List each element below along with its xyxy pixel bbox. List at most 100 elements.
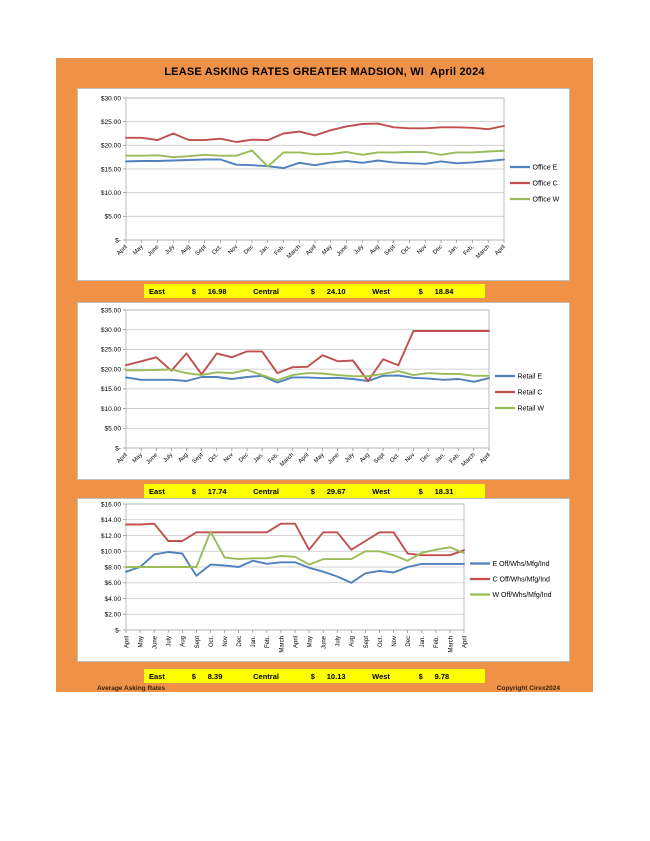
x-tick-label: April [494,244,507,257]
x-tick-label: Aug [350,636,356,647]
x-tick-label: Jan. [258,244,270,256]
x-tick-label: July [167,636,173,647]
industrial-rates-chart: $- $2.00 $4.00 $6.00 $8.00 $10.00 $12.00 $14.00… [77,498,570,662]
legend-label: Office C [533,180,558,187]
east-value: $16.98 [191,286,227,296]
y-tick-label: $35.00 [101,307,122,314]
series-line-retail-c [125,330,490,382]
x-tick-label: July [336,636,342,647]
central-label: Central [253,671,279,681]
footer-left-text: Average Asking Rates [97,685,166,692]
x-tick-label: Sept [195,244,208,257]
y-tick-label: $14.00 [101,517,122,524]
x-tick-label: Nov [405,452,417,464]
panel-footer: Average Asking Rates Copyright Cirex2024 [56,685,593,692]
x-tick-label: Jan. [420,636,426,648]
y-tick-label: $12.00 [101,533,122,540]
retail-summary-bar: East $17.74 Central $29.67 West $18.31 [144,484,485,498]
legend-label: W Off/Whs/Mfg/Ind [493,592,552,599]
x-tick-label: Sept [195,636,201,649]
currency-sign: $ [191,286,196,296]
x-tick-label: Dec [432,244,444,256]
legend-label: Office W [533,196,560,203]
x-tick-label: May [132,452,144,464]
x-tick-label: March [475,244,491,260]
x-tick-label: Nov [392,636,398,647]
report-title: LEASE ASKING RATES GREATER MADSION, WI A… [164,66,485,78]
series-line-w-off-whs-mfg-ind [125,530,465,568]
x-tick-label: July [344,452,356,464]
y-tick-label: $10.00 [101,190,122,197]
industrial-summary-bar: East $8.39 Central $10.13 West $9.78 [144,669,485,683]
west-value: $18.31 [418,486,454,496]
y-tick-label: $6.00 [104,580,121,587]
x-tick-label: Aug [369,244,381,256]
x-tick-label: April [124,636,130,648]
x-tick-label: Nov [227,244,239,256]
y-tick-label: $- [115,237,121,244]
x-tick-label: Jan. [251,636,257,648]
x-tick-label: Dec [406,636,412,647]
y-tick-label: $16.00 [101,501,122,508]
x-tick-label: Oct. [400,244,412,256]
series-line-retail-w [125,368,490,382]
x-tick-label: Feb. [463,244,476,257]
series-line-office-w [125,149,505,168]
office-rates-chart: $- $5.00 $10.00 $15.00 $20.00 $25.00 $30.00 Apr… [77,88,570,281]
currency-sign: $ [418,671,423,681]
x-tick-label: Dec [237,636,243,647]
currency-sign: $ [310,486,315,496]
y-tick-label: $30.00 [101,327,122,334]
legend-label: C Off/Whs/Mfg/Ind [493,576,551,583]
y-tick-label: $5.00 [104,214,121,221]
x-tick-label: May [321,244,333,256]
west-label: West [372,486,390,496]
x-tick-label: June [146,452,160,466]
y-tick-label: $15.00 [101,166,122,173]
east-label: East [149,486,165,496]
central-value: $29.67 [310,486,346,496]
x-tick-label: April [462,636,468,648]
east-value: $8.39 [191,671,223,681]
x-tick-label: April [293,636,299,648]
x-tick-label: May [132,244,144,256]
retail-rates-chart-svg: $- $5.00 $10.00 $15.00 $20.00 $25.00 $30.00 $35… [101,307,545,468]
x-tick-label: Feb. [274,244,287,257]
x-tick-label: April [116,452,129,465]
currency-sign: $ [310,286,315,296]
y-tick-label: $- [115,445,121,452]
x-tick-label: Jan. [447,244,459,256]
x-tick-label: Nov [416,244,428,256]
west-value: $9.78 [418,671,450,681]
office-rates-chart-svg: $- $5.00 $10.00 $15.00 $20.00 $25.00 $30.00 Apr… [101,95,560,260]
y-tick-label: $5.00 [104,426,121,433]
x-tick-label: Oct. [389,452,401,464]
x-tick-label: April [479,452,492,465]
x-tick-label: March [286,244,302,260]
x-tick-label: Feb. [434,636,440,648]
legend-label: Retail C [518,389,543,396]
x-tick-label: June [327,452,341,466]
x-tick-label: Jan. [434,452,446,464]
x-tick-label: Nov [223,452,235,464]
office-summary-bar: East $16.98 Central $24.10 West $18.84 [144,284,485,298]
x-tick-label: Feb. [265,636,271,648]
y-tick-label: $2.00 [104,612,121,619]
central-value: $10.13 [310,671,346,681]
y-tick-label: $25.00 [101,119,122,126]
x-tick-label: April [305,244,318,257]
x-tick-label: Dec [243,244,255,256]
x-tick-label: Sept [364,636,370,649]
x-tick-label: Feb. [267,452,280,465]
y-tick-label: $10.00 [101,549,122,556]
x-tick-label: Oct. [211,244,223,256]
x-tick-label: Aug [359,452,371,464]
series-line-c-off-whs-mfg-ind [125,522,465,557]
series-line-retail-e [125,374,490,384]
x-tick-label: May [138,636,144,647]
east-value: $17.74 [191,486,227,496]
x-tick-label: Sept [373,452,386,465]
x-tick-label: Oct. [378,636,384,647]
x-tick-label: Feb. [449,452,462,465]
